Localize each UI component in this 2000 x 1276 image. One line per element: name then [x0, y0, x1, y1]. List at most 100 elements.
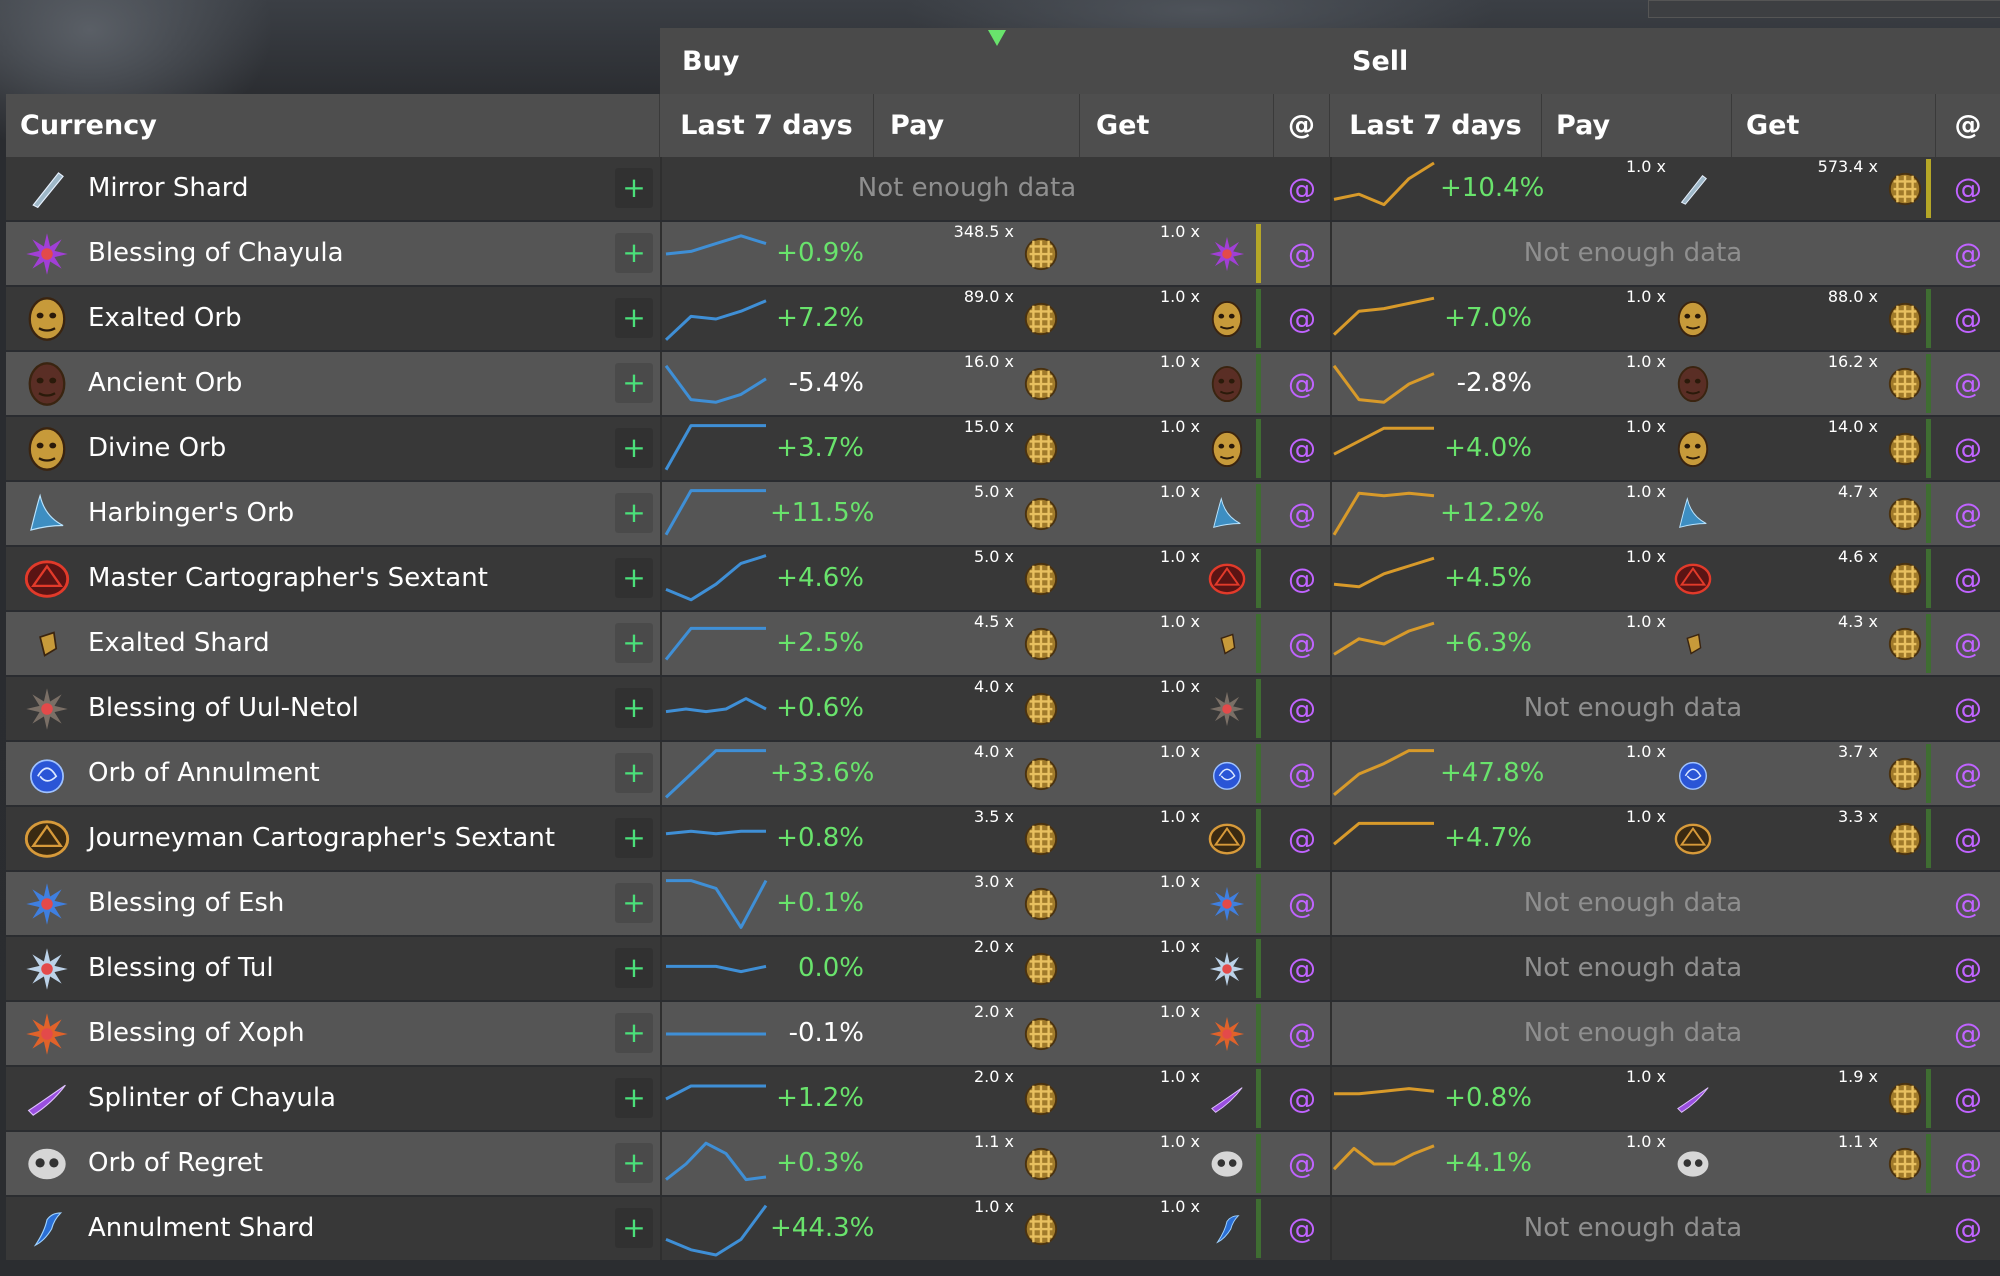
buy-at-link[interactable]: @: [1288, 172, 1316, 205]
add-currency-button[interactable]: +: [615, 233, 653, 273]
buy-at-link[interactable]: @: [1288, 1212, 1316, 1245]
buy-at-link[interactable]: @: [1288, 1082, 1316, 1115]
table-row[interactable]: Blessing of Tul +0.0% 2.0 x 1.0 x @ Not enoug…: [6, 937, 2000, 1000]
col-buy-get[interactable]: Get: [1080, 94, 1274, 157]
col-buy-pay-label: Pay: [890, 110, 945, 141]
add-currency-button[interactable]: +: [615, 298, 653, 338]
buy-at-link[interactable]: @: [1288, 237, 1316, 270]
sell-at-link[interactable]: @: [1954, 432, 1982, 465]
sell-at-link[interactable]: @: [1954, 1212, 1982, 1245]
add-currency-button[interactable]: +: [615, 1078, 653, 1118]
table-row[interactable]: Orb of Annulment + +33.6% 4.0 x 1.0 x @ +47.8%…: [6, 742, 2000, 805]
buy-volume-bar: [1256, 1069, 1261, 1128]
sell-at-link[interactable]: @: [1954, 692, 1982, 725]
add-currency-button[interactable]: +: [615, 493, 653, 533]
currency-name: Blessing of Chayula: [88, 238, 344, 268]
currency-name-cell: Master Cartographer's Sextant +: [6, 547, 660, 610]
sell-at-link[interactable]: @: [1954, 562, 1982, 595]
buy-at-link[interactable]: @: [1288, 367, 1316, 400]
buy-at-link[interactable]: @: [1288, 757, 1316, 790]
col-currency[interactable]: Currency: [6, 94, 660, 157]
buy-volume-bar: [1256, 744, 1261, 803]
buy-pay-chaos-amount: 16.0 x: [963, 352, 1014, 371]
add-currency-button[interactable]: +: [615, 883, 653, 923]
sell-at-link[interactable]: @: [1954, 302, 1982, 335]
column-separator: [1330, 482, 1332, 545]
column-separator: [660, 1002, 662, 1065]
column-separator: [660, 1132, 662, 1195]
buy-pay-chaos-amount: 348.5 x: [953, 222, 1014, 241]
col-sell-get[interactable]: Get: [1732, 94, 1936, 157]
add-currency-button[interactable]: +: [615, 363, 653, 403]
sell-trend-sparkline: [1333, 621, 1435, 656]
add-currency-button[interactable]: +: [615, 948, 653, 988]
table-row[interactable]: Orb of Regret + +0.3% 1.1 x 1.0 x @ +4.1% 1.0 x…: [6, 1132, 2000, 1195]
table-row[interactable]: Exalted Orb + +7.2% 89.0 x 1.0 x @ +7.0% 1.0 x 8…: [6, 287, 2000, 350]
sell-at-link[interactable]: @: [1954, 627, 1982, 660]
table-row[interactable]: Exalted Shard + +2.5% 4.5 x 1.0 x @ +6.3% 1.0 x…: [6, 612, 2000, 675]
sell-at-link[interactable]: @: [1954, 1017, 1982, 1050]
table-row[interactable]: Mirror Shard + Not enough data @ +10.4% 1.0 x…: [6, 157, 2000, 220]
blessing-tul-icon: [1208, 950, 1246, 988]
blessing-esh-icon: [1208, 885, 1246, 923]
table-row[interactable]: Blessing of Uul-Netol + +0.6% 4.0 x 1.0 x @ No…: [6, 677, 2000, 740]
add-currency-button[interactable]: +: [615, 428, 653, 468]
table-row[interactable]: Blessing of Esh + +0.1% 3.0 x 1.0 x @ Not enou…: [6, 872, 2000, 935]
sell-pay-amount: 1.0 x: [1626, 1132, 1666, 1151]
sell-at-link[interactable]: @: [1954, 1082, 1982, 1115]
table-row[interactable]: Splinter of Chayula + +1.2% 2.0 x 1.0 x @ +0.8…: [6, 1067, 2000, 1130]
sell-at-link[interactable]: @: [1954, 237, 1982, 270]
sell-trend-sparkline: [1332, 1144, 1435, 1171]
buy-at-link[interactable]: @: [1288, 1147, 1316, 1180]
table-row[interactable]: Blessing of Xoph + -0.1% 2.0 x 1.0 x @ Not eno…: [6, 1002, 2000, 1065]
table-row[interactable]: Journeyman Cartographer's Sextant + +0.8% 3…: [6, 807, 2000, 870]
buy-trend-sparkline: [665, 234, 767, 256]
buy-at-link[interactable]: @: [1288, 887, 1316, 920]
exalted-shard-icon: [24, 621, 70, 667]
currency-name: Annulment Shard: [88, 1213, 315, 1243]
add-currency-button[interactable]: +: [615, 1143, 653, 1183]
table-row[interactable]: Ancient Orb + -5.4% 16.0 x 1.0 x @ -2.8% 1.0 x 1…: [6, 352, 2000, 415]
buy-at-link[interactable]: @: [1288, 432, 1316, 465]
buy-at-link[interactable]: @: [1288, 692, 1316, 725]
buy-pay-chaos-amount: 2.0 x: [974, 1067, 1014, 1086]
col-buy-pay[interactable]: Pay: [874, 94, 1080, 157]
buy-at-link[interactable]: @: [1288, 822, 1316, 855]
buy-at-link[interactable]: @: [1288, 627, 1316, 660]
add-currency-button[interactable]: +: [615, 753, 653, 793]
table-row[interactable]: Divine Orb + +3.7% 15.0 x 1.0 x @ +4.0% 1.0 x 14…: [6, 417, 2000, 480]
col-sell-last7[interactable]: Last 7 days: [1330, 94, 1542, 157]
table-row[interactable]: Master Cartographer's Sextant + +4.6% 5.0 x…: [6, 547, 2000, 610]
sell-at-link[interactable]: @: [1954, 952, 1982, 985]
table-row[interactable]: Harbinger's Orb + +11.5% 5.0 x 1.0 x @ +12.2% 1…: [6, 482, 2000, 545]
chaos-orb-icon: [1886, 495, 1924, 533]
sell-at-link[interactable]: @: [1954, 172, 1982, 205]
sell-at-link[interactable]: @: [1954, 497, 1982, 530]
currency-name-cell: Mirror Shard +: [6, 157, 660, 220]
col-sell-at[interactable]: @: [1936, 94, 2000, 157]
sell-at-link[interactable]: @: [1954, 822, 1982, 855]
table-row[interactable]: Blessing of Chayula + +0.9% 348.5 x 1.0 x @ No…: [6, 222, 2000, 285]
buy-at-link[interactable]: @: [1288, 952, 1316, 985]
col-buy-last7[interactable]: Last 7 days: [660, 94, 874, 157]
add-currency-button[interactable]: +: [615, 1208, 653, 1248]
sell-at-link[interactable]: @: [1954, 1147, 1982, 1180]
buy-at-link[interactable]: @: [1288, 1017, 1316, 1050]
add-currency-button[interactable]: +: [615, 168, 653, 208]
buy-at-link[interactable]: @: [1288, 497, 1316, 530]
buy-at-link[interactable]: @: [1288, 562, 1316, 595]
table-row[interactable]: Annulment Shard + +44.3% 1.0 x 1.0 x @ Not eno…: [6, 1197, 2000, 1260]
add-currency-button[interactable]: +: [615, 1013, 653, 1053]
col-buy-at[interactable]: @: [1274, 94, 1330, 157]
chaos-orb-icon: [1886, 625, 1924, 663]
add-currency-button[interactable]: +: [615, 558, 653, 598]
add-currency-button[interactable]: +: [615, 623, 653, 663]
add-currency-button[interactable]: +: [615, 688, 653, 728]
sell-at-link[interactable]: @: [1954, 887, 1982, 920]
buy-at-link[interactable]: @: [1288, 302, 1316, 335]
add-currency-button[interactable]: +: [615, 818, 653, 858]
sell-at-link[interactable]: @: [1954, 757, 1982, 790]
sell-at-link[interactable]: @: [1954, 367, 1982, 400]
sell-change-value: +10.4%: [1440, 173, 1545, 203]
col-sell-pay[interactable]: Pay: [1542, 94, 1732, 157]
